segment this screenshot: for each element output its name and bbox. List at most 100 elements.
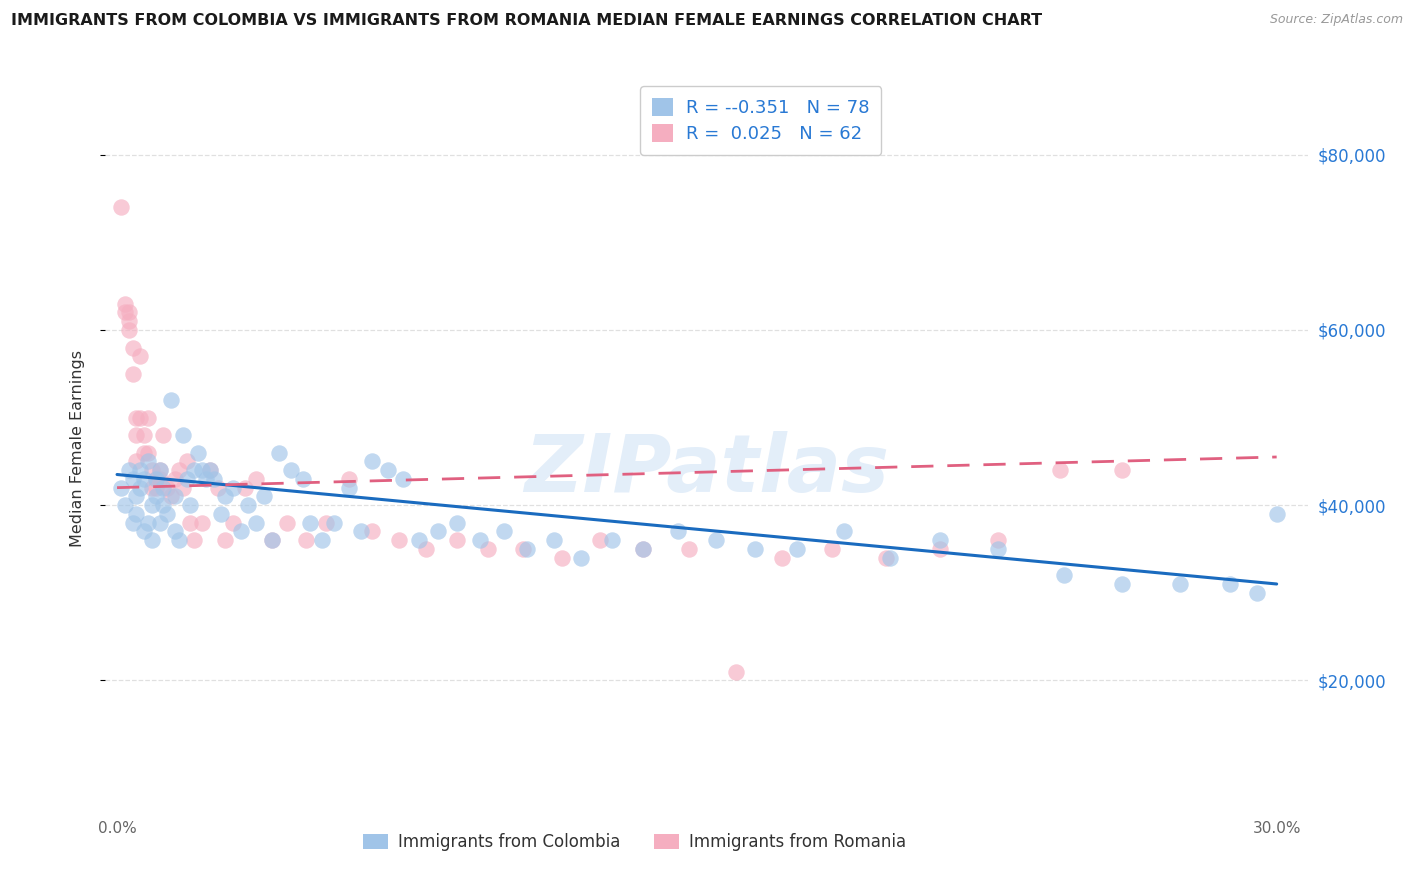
Point bbox=[245, 516, 267, 530]
Point bbox=[229, 524, 252, 539]
Point bbox=[550, 550, 572, 565]
Point bbox=[291, 472, 314, 486]
Point bbox=[209, 507, 232, 521]
Point bbox=[299, 516, 322, 530]
Point bbox=[121, 367, 143, 381]
Point bbox=[415, 541, 437, 556]
Point bbox=[125, 410, 148, 425]
Point bbox=[875, 550, 897, 565]
Point bbox=[1265, 507, 1288, 521]
Point bbox=[148, 463, 170, 477]
Point bbox=[125, 507, 148, 521]
Point bbox=[167, 533, 190, 548]
Text: ZIPatlas: ZIPatlas bbox=[524, 431, 889, 509]
Point bbox=[295, 533, 318, 548]
Point bbox=[187, 445, 209, 459]
Point bbox=[152, 428, 174, 442]
Point bbox=[136, 454, 159, 468]
Point bbox=[724, 665, 747, 679]
Point bbox=[516, 541, 538, 556]
Point bbox=[129, 481, 152, 495]
Legend: Immigrants from Colombia, Immigrants from Romania: Immigrants from Colombia, Immigrants fro… bbox=[356, 827, 912, 858]
Y-axis label: Median Female Earnings: Median Female Earnings bbox=[70, 350, 84, 547]
Point bbox=[132, 524, 155, 539]
Point bbox=[160, 490, 183, 504]
Point bbox=[202, 472, 225, 486]
Point bbox=[117, 305, 139, 319]
Point bbox=[512, 541, 534, 556]
Point bbox=[678, 541, 700, 556]
Point bbox=[214, 533, 236, 548]
Point bbox=[121, 341, 143, 355]
Point bbox=[132, 445, 155, 459]
Point bbox=[222, 481, 245, 495]
Point bbox=[214, 490, 236, 504]
Point bbox=[704, 533, 727, 548]
Point bbox=[786, 541, 808, 556]
Point bbox=[987, 541, 1010, 556]
Point bbox=[543, 533, 565, 548]
Point bbox=[337, 472, 360, 486]
Point bbox=[1246, 586, 1268, 600]
Point bbox=[156, 507, 179, 521]
Point bbox=[148, 472, 170, 486]
Point bbox=[207, 481, 229, 495]
Point bbox=[1219, 577, 1241, 591]
Point bbox=[426, 524, 449, 539]
Point bbox=[132, 428, 155, 442]
Point bbox=[110, 481, 132, 495]
Point bbox=[125, 454, 148, 468]
Point bbox=[198, 463, 221, 477]
Point bbox=[631, 541, 654, 556]
Point bbox=[117, 314, 139, 328]
Point bbox=[179, 498, 201, 512]
Point bbox=[156, 481, 179, 495]
Point bbox=[114, 296, 136, 310]
Point bbox=[987, 533, 1010, 548]
Point bbox=[129, 463, 152, 477]
Point bbox=[148, 463, 170, 477]
Point bbox=[337, 481, 360, 495]
Point bbox=[311, 533, 333, 548]
Point bbox=[148, 516, 170, 530]
Point bbox=[1053, 568, 1076, 582]
Point bbox=[245, 472, 267, 486]
Point bbox=[832, 524, 855, 539]
Point bbox=[770, 550, 793, 565]
Point bbox=[176, 472, 198, 486]
Point bbox=[322, 516, 344, 530]
Point bbox=[163, 472, 186, 486]
Point bbox=[408, 533, 430, 548]
Point bbox=[1111, 463, 1133, 477]
Point bbox=[631, 541, 654, 556]
Point bbox=[152, 481, 174, 495]
Point bbox=[132, 472, 155, 486]
Point bbox=[589, 533, 612, 548]
Point bbox=[879, 550, 901, 565]
Point bbox=[183, 533, 205, 548]
Point bbox=[1168, 577, 1191, 591]
Point bbox=[145, 481, 167, 495]
Point bbox=[269, 445, 291, 459]
Point bbox=[470, 533, 492, 548]
Point bbox=[253, 490, 276, 504]
Point bbox=[163, 524, 186, 539]
Point bbox=[194, 472, 217, 486]
Point bbox=[141, 463, 163, 477]
Point bbox=[110, 200, 132, 214]
Point bbox=[361, 454, 384, 468]
Point bbox=[198, 463, 221, 477]
Point bbox=[477, 541, 499, 556]
Point bbox=[141, 481, 163, 495]
Point bbox=[117, 463, 139, 477]
Point bbox=[315, 516, 337, 530]
Point bbox=[260, 533, 283, 548]
Point bbox=[179, 516, 201, 530]
Point bbox=[129, 349, 152, 363]
Point bbox=[600, 533, 623, 548]
Point bbox=[361, 524, 384, 539]
Point bbox=[125, 490, 148, 504]
Point bbox=[191, 516, 214, 530]
Point bbox=[114, 305, 136, 319]
Point bbox=[145, 472, 167, 486]
